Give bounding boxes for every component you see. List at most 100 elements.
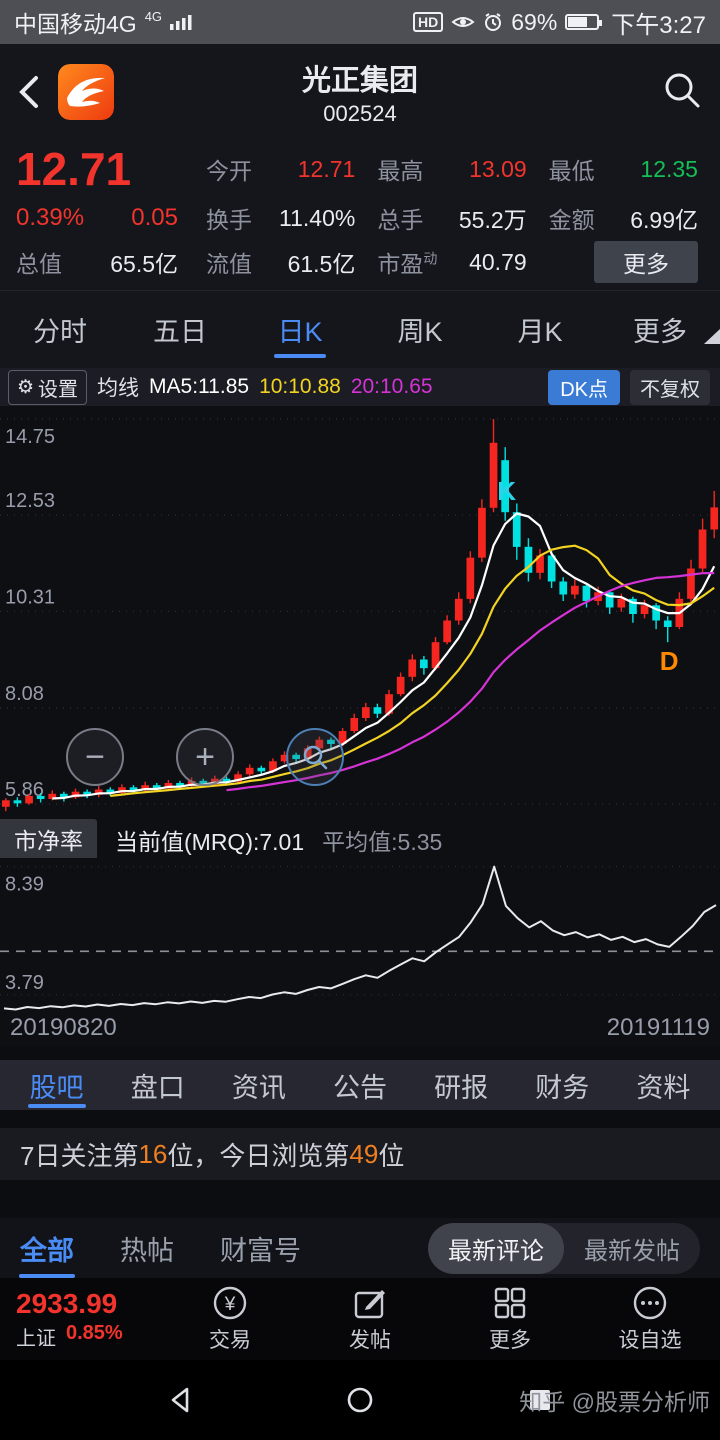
tab-order-book[interactable]: 盘口 bbox=[130, 1072, 185, 1103]
index-name: 上证 bbox=[16, 1327, 56, 1350]
index-value: 2933.99 bbox=[16, 1287, 118, 1319]
attention-rank-banner[interactable]: 7日关注第 16 位，今日浏览第 49 位 bbox=[0, 1128, 720, 1180]
quote-field-float-cap: 流值 61.5亿 bbox=[206, 251, 356, 277]
tab-monthly-k[interactable]: 月K bbox=[517, 317, 563, 347]
pb-average-value: 平均值:5.35 bbox=[322, 829, 443, 855]
date-end: 20191119 bbox=[606, 1014, 710, 1041]
daily-k-chart[interactable]: 14.75 12.53 10.31 8.08 5.86 K D − + bbox=[0, 406, 720, 822]
magnifier-icon bbox=[303, 745, 328, 770]
quote-field-high: 最高 13.09 bbox=[377, 155, 527, 185]
tab-weekly-k[interactable]: 周K bbox=[397, 317, 443, 347]
ma10-legend: 10:10.88 bbox=[259, 375, 341, 398]
yen-circle-icon: ¥ bbox=[213, 1286, 247, 1319]
more-button[interactable]: 更多 bbox=[440, 1285, 580, 1354]
hd-voice-icon: HD bbox=[413, 12, 444, 32]
tab-news[interactable]: 资讯 bbox=[231, 1072, 286, 1103]
pb-current-value: 当前值(MRQ):7.01 bbox=[115, 829, 305, 855]
dots-circle-icon bbox=[633, 1286, 667, 1319]
daily-k-chart-svg[interactable]: 14.75 12.53 10.31 8.08 5.86 K D bbox=[0, 406, 720, 822]
battery-icon bbox=[565, 14, 603, 30]
index-change: 0.85% bbox=[66, 1321, 123, 1344]
eye-protection-icon bbox=[451, 17, 475, 27]
svg-text:3.79: 3.79 bbox=[5, 972, 44, 994]
tab-announcements[interactable]: 公告 bbox=[332, 1072, 387, 1103]
ma5-legend: MA5:11.85 bbox=[149, 375, 250, 398]
quote-field-turnover: 换手 11.40% bbox=[206, 204, 356, 234]
compose-icon bbox=[354, 1289, 385, 1318]
quote-field-open: 今开 12.71 bbox=[206, 155, 356, 185]
trade-button[interactable]: ¥ 交易 bbox=[160, 1285, 300, 1354]
tab-research[interactable]: 研报 bbox=[434, 1072, 489, 1103]
app-logo-icon bbox=[58, 64, 114, 120]
zoom-in-button[interactable]: + bbox=[176, 728, 234, 786]
nav-back-icon[interactable] bbox=[165, 1385, 195, 1415]
nav-recents-icon[interactable] bbox=[525, 1385, 555, 1415]
grid-icon bbox=[494, 1287, 526, 1318]
last-price: 12.71 bbox=[16, 143, 132, 195]
svg-text:K: K bbox=[497, 476, 516, 506]
clock-text: 下午3:27 bbox=[611, 11, 706, 39]
add-watchlist-button[interactable]: 设自选 bbox=[580, 1285, 720, 1354]
tabs-expand-indicator[interactable] bbox=[704, 329, 720, 344]
feed-tab-fortune[interactable]: 财富号 bbox=[220, 1235, 301, 1266]
pb-ratio-chart-svg[interactable]: 8.39 3.79 bbox=[0, 858, 720, 1014]
svg-text:14.75: 14.75 bbox=[5, 426, 55, 448]
svg-text:8.39: 8.39 bbox=[5, 874, 44, 896]
tab-5day[interactable]: 五日 bbox=[153, 317, 207, 347]
dk-point-button[interactable]: DK点 bbox=[548, 369, 620, 405]
tab-profile[interactable]: 资料 bbox=[636, 1072, 691, 1103]
notice-text: 7日关注第 bbox=[20, 1140, 139, 1171]
quote-more-button[interactable]: 更多 bbox=[593, 241, 698, 283]
adjust-mode-button[interactable]: 不复权 bbox=[630, 369, 710, 405]
zoom-out-button[interactable]: − bbox=[66, 728, 124, 786]
quote-field-pe: 市盈动 40.79 bbox=[377, 248, 527, 278]
tab-daily-k[interactable]: 日K bbox=[240, 291, 360, 368]
signal-bars-icon bbox=[170, 15, 192, 30]
quote-field-amount: 金额 6.99亿 bbox=[548, 207, 698, 233]
svg-text:5.86: 5.86 bbox=[5, 779, 44, 801]
tab-guba[interactable]: 股吧 bbox=[6, 1060, 107, 1110]
period-tab-bar: 分时 五日 日K 周K 月K 更多 bbox=[0, 290, 720, 368]
sort-latest-post[interactable]: 最新发帖 bbox=[564, 1223, 700, 1274]
pb-indicator-chip[interactable]: 市净率 bbox=[0, 819, 97, 861]
back-button[interactable] bbox=[16, 68, 56, 116]
quote-more-cell: 更多 bbox=[549, 240, 720, 284]
quote-field-market-cap: 总值 65.5亿 bbox=[16, 251, 178, 277]
quote-field-low: 最低 12.35 bbox=[548, 155, 698, 185]
chart-settings-button[interactable]: ⚙ 设置 bbox=[8, 369, 88, 405]
quote-field-volume: 总手 55.2万 bbox=[377, 207, 527, 233]
svg-text:D: D bbox=[660, 646, 679, 676]
date-start: 20190820 bbox=[10, 1014, 117, 1041]
ma20-legend: 20:10.65 bbox=[350, 375, 433, 398]
magnifier-button[interactable] bbox=[286, 728, 344, 786]
sort-latest-comment[interactable]: 最新评论 bbox=[428, 1222, 564, 1274]
nav-home-icon[interactable] bbox=[345, 1385, 375, 1415]
attention-rank: 16 bbox=[138, 1138, 168, 1169]
network-type-badge: 4G bbox=[144, 8, 163, 24]
tab-more-periods[interactable]: 更多 bbox=[633, 317, 687, 347]
feed-sort-toggle: 最新评论 最新发帖 bbox=[428, 1222, 700, 1274]
chart-toolbar: ⚙ 设置 均线 MA5:11.85 10:10.88 20:10.65 DK点 不… bbox=[0, 368, 720, 406]
bottom-toolbar: 2933.99 上证 0.85% ¥ 交易 发帖 更多 设自选 bbox=[0, 1278, 720, 1360]
svg-text:¥: ¥ bbox=[224, 1294, 236, 1315]
tab-minute[interactable]: 分时 bbox=[33, 317, 87, 347]
svg-text:8.08: 8.08 bbox=[5, 683, 44, 705]
gear-icon: ⚙ bbox=[17, 376, 35, 398]
price-change: 0.39% 0.05 bbox=[16, 204, 178, 231]
tab-financials[interactable]: 财务 bbox=[535, 1072, 590, 1103]
ma-label: 均线 bbox=[97, 377, 140, 400]
feed-tab-hot[interactable]: 热帖 bbox=[120, 1235, 174, 1266]
section-tab-bar: 股吧 盘口 资讯 公告 研报 财务 资料 bbox=[0, 1060, 720, 1110]
watermark-text: 知乎 @股票分析师 bbox=[519, 1389, 710, 1415]
feed-tab-all[interactable]: 全部 bbox=[20, 1221, 74, 1276]
search-button[interactable] bbox=[660, 68, 704, 117]
svg-text:10.31: 10.31 bbox=[5, 586, 55, 608]
index-quote[interactable]: 2933.99 上证 0.85% bbox=[0, 1288, 160, 1351]
post-button[interactable]: 发帖 bbox=[300, 1285, 440, 1354]
feed-tab-bar: 全部 热帖 财富号 最新评论 最新发帖 bbox=[0, 1218, 720, 1278]
pb-ratio-chart[interactable]: 8.39 3.79 bbox=[0, 858, 720, 1014]
app-header: 光正集团 002524 bbox=[0, 44, 720, 140]
carrier-text: 中国移动4G bbox=[14, 11, 137, 37]
status-bar: 中国移动4G 4G HD 69% 下午3:27 bbox=[0, 0, 720, 44]
